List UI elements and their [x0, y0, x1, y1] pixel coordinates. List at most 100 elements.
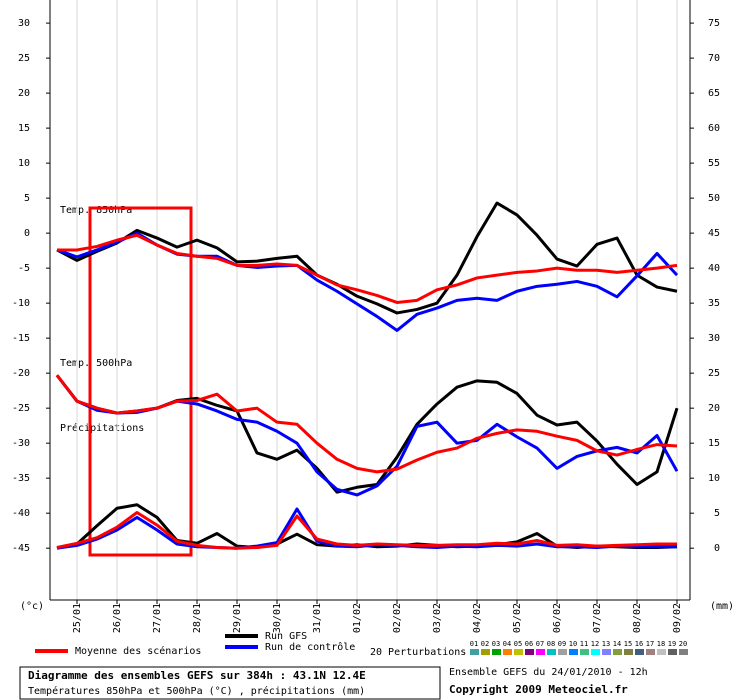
y2-tick-label: 45	[708, 228, 720, 239]
perturbation-swatch	[613, 649, 622, 655]
perturbation-swatch	[569, 649, 578, 655]
perturbation-swatch	[591, 649, 600, 655]
perturbation-label: 09	[558, 640, 566, 648]
y-tick-label: -20	[12, 368, 30, 379]
perturbation-label: 17	[646, 640, 654, 648]
legend-label: Run GFS	[265, 631, 307, 642]
series-line	[56, 510, 677, 550]
y-tick-label: 5	[24, 193, 30, 204]
x-tick-label: 28/01	[192, 603, 203, 633]
y2-tick-label: 15	[708, 438, 720, 449]
y-tick-label: 20	[18, 88, 30, 99]
perturbation-swatch	[580, 649, 589, 655]
perturbation-swatch	[679, 649, 688, 655]
x-tick-label: 30/01	[272, 603, 283, 633]
legend-label: Moyenne des scénarios	[75, 645, 201, 657]
x-tick-label: 26/01	[112, 603, 123, 633]
perturbation-label: 13	[602, 640, 610, 648]
x-tick-label: 25/01	[72, 603, 83, 633]
y-tick-label: -30	[12, 438, 30, 449]
perturbation-label: 10	[569, 640, 577, 648]
panel-label: Temp. 500hPa	[60, 358, 132, 369]
perturbation-label: 20	[679, 640, 687, 648]
series-line	[57, 233, 678, 304]
perturbation-label: 14	[613, 640, 621, 648]
x-tick-label: 04/02	[472, 603, 483, 633]
y2-tick-label: 0	[714, 543, 720, 554]
perturbation-label: 02	[481, 640, 489, 648]
perturbation-label: 06	[525, 640, 533, 648]
x-tick-label: 29/01	[232, 603, 243, 633]
footer-box	[19, 666, 441, 700]
perturbation-swatch	[503, 649, 512, 655]
perturbation-swatch	[481, 649, 490, 655]
highlight-box	[88, 206, 193, 557]
perturbation-label: 11	[580, 640, 588, 648]
y2-tick-label: 20	[708, 403, 720, 414]
series-line	[56, 231, 679, 332]
y-tick-label: -35	[12, 473, 30, 484]
perturbation-label: 05	[514, 640, 522, 648]
perturbation-swatch	[657, 649, 666, 655]
y2-tick-label: 55	[708, 158, 720, 169]
x-tick-label: 06/02	[552, 603, 563, 633]
run-info: Ensemble GEFS du 24/01/2010 - 12h	[449, 667, 648, 678]
series-line	[56, 507, 677, 550]
x-tick-label: 02/02	[392, 603, 403, 633]
panel-label: Temp. 850hPa	[60, 205, 132, 216]
series-line	[56, 201, 678, 315]
perturbation-swatch	[536, 649, 545, 655]
perturbation-swatch	[558, 649, 567, 655]
perturbation-swatch	[646, 649, 655, 655]
perturbation-swatch	[492, 649, 501, 655]
y2-tick-label: 30	[708, 333, 720, 344]
y-tick-label: -5	[18, 263, 30, 274]
series-line	[55, 374, 679, 497]
x-tick-label: 03/02	[432, 603, 443, 633]
perturbation-label: 01	[470, 640, 478, 648]
y-tick-label: 30	[18, 18, 30, 29]
x-tick-label: 31/01	[312, 603, 323, 633]
footer-title: Diagramme des ensembles GEFS sur 384h : …	[28, 669, 366, 682]
x-tick-label: 08/02	[632, 603, 643, 633]
perturbation-label: 16	[635, 640, 643, 648]
perturbation-swatch	[624, 649, 633, 655]
y2-tick-label: 50	[708, 193, 720, 204]
perturbations-label: 20 Perturbations	[370, 647, 466, 658]
perturbation-label: 03	[492, 640, 500, 648]
x-tick-label: 05/02	[512, 603, 523, 633]
x-tick-label: 27/01	[152, 603, 163, 633]
y-tick-label: -10	[12, 298, 30, 309]
y2-tick-label: 40	[708, 263, 720, 274]
perturbation-swatch	[547, 649, 556, 655]
perturbation-label: 07	[536, 640, 544, 648]
y2-tick-label: 75	[708, 18, 720, 29]
y-unit: (°c)	[20, 601, 44, 612]
y-tick-label: -45	[12, 543, 30, 554]
y2-tick-label: 5	[714, 508, 720, 519]
perturbation-label: 04	[503, 640, 511, 648]
legend-label: Run de contrôle	[265, 641, 355, 653]
perturbation-swatch	[602, 649, 611, 655]
footer-subtitle: Températures 850hPa et 500hPa (°C) , pré…	[28, 685, 365, 697]
perturbation-label: 08	[547, 640, 555, 648]
perturbation-swatch	[635, 649, 644, 655]
x-tick-label: 09/02	[672, 603, 683, 633]
y-tick-label: -15	[12, 333, 30, 344]
y-tick-label: 0	[24, 228, 30, 239]
perturbation-swatch	[514, 649, 523, 655]
y-tick-label: 15	[18, 123, 30, 134]
y-tick-label: -40	[12, 508, 30, 519]
perturbation-swatch	[668, 649, 677, 655]
y2-tick-label: 25	[708, 368, 720, 379]
x-tick-label: 01/02	[352, 603, 363, 633]
y2-tick-label: 60	[708, 123, 720, 134]
x-tick-label: 07/02	[592, 603, 603, 633]
perturbation-label: 15	[624, 640, 632, 648]
series-line	[55, 374, 678, 474]
y2-unit: (mm)	[710, 601, 734, 612]
y2-tick-label: 35	[708, 298, 720, 309]
perturbation-swatch	[470, 649, 479, 655]
y2-tick-label: 65	[708, 88, 720, 99]
